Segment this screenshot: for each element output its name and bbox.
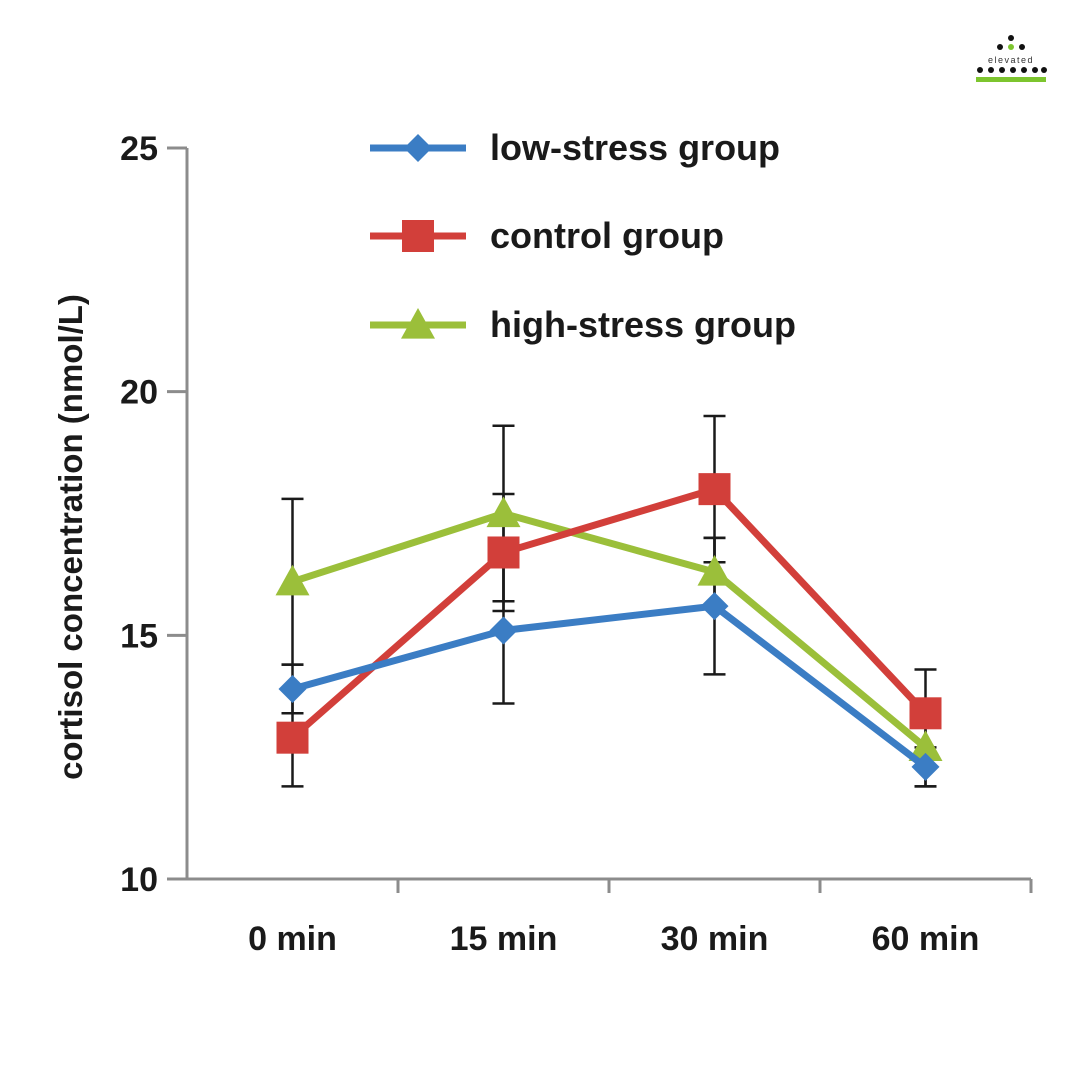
data-point (489, 616, 518, 645)
error-bars-high-stress-group (281, 424, 937, 788)
data-point (487, 536, 520, 569)
legend-label: control group (490, 215, 724, 256)
axes (185, 148, 1031, 881)
series-layer (275, 414, 943, 788)
series-low-stress-group (278, 592, 940, 781)
data-point (697, 554, 732, 586)
x-tick-label: 60 min (872, 920, 980, 958)
legend-item-low-stress-group: low-stress group (370, 127, 780, 168)
data-point (700, 592, 729, 621)
legend-label: high-stress group (490, 304, 796, 345)
series-line (291, 510, 928, 751)
legend-marker (401, 308, 435, 339)
series-line (290, 485, 929, 741)
data-point (275, 564, 310, 596)
y-tick-label: 15 (120, 617, 158, 655)
legend: low-stress group control group high-stress… (370, 127, 796, 345)
legend-label: low-stress group (490, 127, 780, 168)
y-tick-label: 20 (120, 374, 158, 412)
x-tick-label: 0 min (248, 920, 337, 958)
series-control-group (276, 473, 942, 754)
legend-item-high-stress-group: high-stress group (370, 304, 796, 345)
y-tick-label: 10 (120, 861, 158, 899)
brand-name: elevated (988, 55, 1034, 65)
data-point (278, 674, 307, 703)
data-point (276, 721, 309, 754)
series-line (291, 602, 928, 770)
y-tick-label: 25 (120, 130, 158, 168)
x-ticks: 0 min 15 min 30 min 60 min (248, 879, 1033, 958)
y-axis-label: cortisol concentration (nmol/L) (52, 294, 89, 780)
data-point (908, 730, 943, 762)
data-point (911, 752, 940, 781)
legend-marker (402, 220, 434, 252)
y-ticks: 10 15 20 25 (120, 130, 187, 899)
x-tick-label: 15 min (450, 920, 558, 958)
legend-item-control-group: control group (370, 215, 724, 256)
data-point (486, 496, 521, 528)
x-tick-label: 30 min (661, 920, 769, 958)
error-bars-control-group (281, 414, 937, 788)
series-high-stress-group (275, 496, 943, 762)
data-point (698, 473, 731, 506)
legend-marker (404, 134, 432, 162)
brand-logo: elevated (976, 35, 1047, 82)
data-point (909, 697, 942, 730)
